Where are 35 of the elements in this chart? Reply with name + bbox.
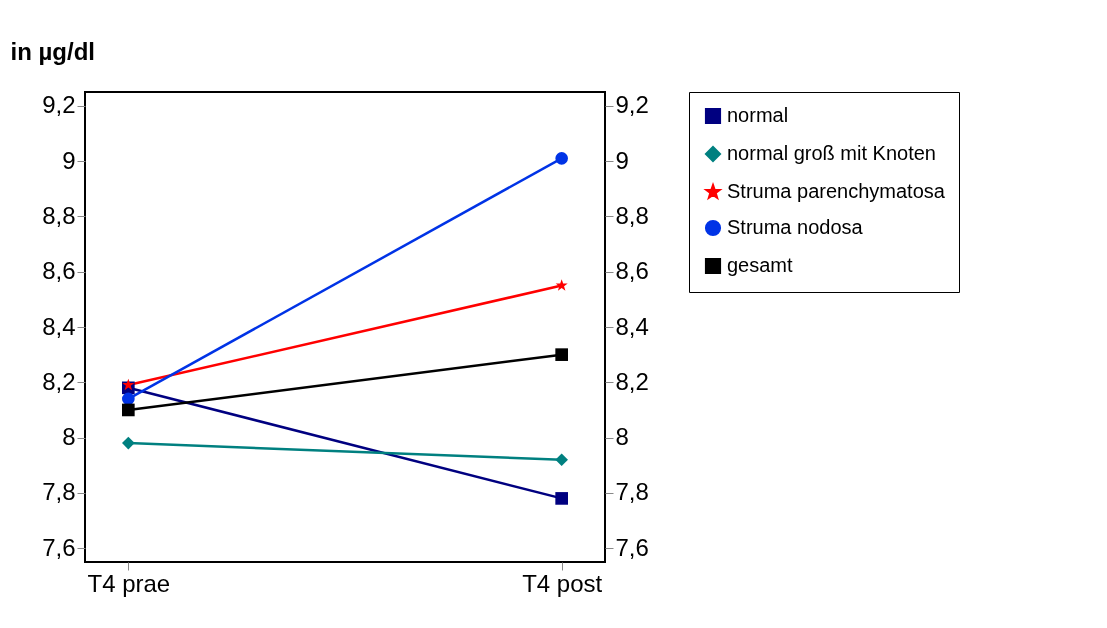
y-tick-label: 9: [62, 146, 76, 174]
x-tick-label: T4 post: [522, 569, 603, 597]
legend-label: Struma parenchymatosa: [727, 180, 946, 202]
y-tick-label: 7,6: [42, 533, 76, 561]
y2-tick-label: 8,8: [615, 201, 649, 229]
legend-label: normal: [727, 104, 789, 126]
point: [122, 436, 135, 450]
y-tick-label: 8,2: [42, 367, 76, 395]
point: [122, 403, 135, 417]
x-tick-label: T4 prae: [87, 569, 171, 597]
legend-label: gesamt: [727, 254, 794, 276]
point: [555, 279, 568, 291]
y2-tick-label: 9: [615, 146, 629, 174]
y2-tick-label: 7,6: [615, 533, 649, 561]
point: [555, 453, 568, 467]
y2-tick-label: 8: [615, 423, 629, 451]
point: [555, 152, 568, 165]
y-tick-label: 8,8: [42, 201, 76, 229]
legend-label: normal groß mit Knoten: [727, 142, 936, 164]
y2-tick-label: 9,2: [615, 91, 649, 119]
point: [555, 492, 568, 505]
point: [122, 378, 135, 391]
y-tick-label: 8,6: [42, 257, 76, 285]
y-tick-label: 8: [62, 423, 76, 451]
y2-tick-label: 7,8: [615, 478, 649, 506]
y-tick-label: 7,8: [42, 478, 76, 506]
y-tick-label: 8,4: [42, 312, 76, 340]
y-tick-label: 9,2: [42, 91, 76, 119]
y-axis-title: in µg/dl: [10, 37, 95, 65]
point: [122, 392, 135, 406]
legend-label: Struma nodosa: [727, 216, 864, 238]
point: [555, 348, 568, 361]
y2-tick-label: 8,6: [615, 257, 649, 285]
y2-tick-label: 8,2: [615, 367, 649, 395]
y2-tick-label: 8,4: [615, 312, 649, 340]
